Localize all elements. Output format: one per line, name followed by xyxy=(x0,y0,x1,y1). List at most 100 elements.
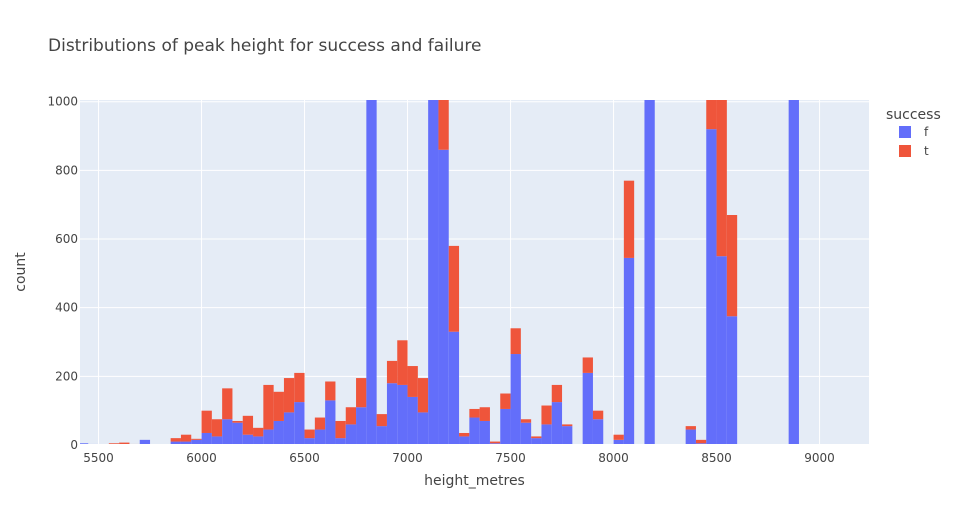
bar-t[interactable] xyxy=(510,328,521,355)
bar-f[interactable] xyxy=(397,384,408,445)
bar-f[interactable] xyxy=(314,429,326,445)
bar-t[interactable] xyxy=(706,100,717,130)
bar-t[interactable] xyxy=(253,427,264,437)
bar-t[interactable] xyxy=(325,381,336,401)
bar-t[interactable] xyxy=(695,439,707,444)
bar-f[interactable] xyxy=(335,438,346,445)
bar-t[interactable] xyxy=(283,378,295,413)
bar-t[interactable] xyxy=(211,419,223,437)
bar-t[interactable] xyxy=(726,215,738,317)
bar-t[interactable] xyxy=(314,417,326,430)
bar-t[interactable] xyxy=(531,436,542,439)
bar-f[interactable] xyxy=(613,439,624,445)
bar-f[interactable] xyxy=(191,439,202,445)
bar-t[interactable] xyxy=(623,180,635,258)
bar-f[interactable] xyxy=(562,426,573,445)
bar-f[interactable] xyxy=(726,316,738,445)
bar-t[interactable] xyxy=(520,419,532,423)
bar-f[interactable] xyxy=(520,422,532,445)
bar-f[interactable] xyxy=(551,402,563,445)
bar-t[interactable] xyxy=(582,357,593,373)
bar-t[interactable] xyxy=(222,388,233,420)
bar-f[interactable] xyxy=(356,407,367,445)
bar-t[interactable] xyxy=(201,410,212,433)
bar-f[interactable] xyxy=(469,417,480,445)
bar-f[interactable] xyxy=(180,441,192,445)
bar-t[interactable] xyxy=(170,438,181,442)
bar-f[interactable] xyxy=(201,432,212,445)
bar-f[interactable] xyxy=(459,436,470,445)
bar-f[interactable] xyxy=(222,419,233,445)
bar-f[interactable] xyxy=(592,419,604,445)
bar-t[interactable] xyxy=(448,245,460,332)
bar-t[interactable] xyxy=(232,420,243,423)
bar-t[interactable] xyxy=(119,442,130,445)
bar-t[interactable] xyxy=(108,443,120,445)
bar-t[interactable] xyxy=(263,384,274,430)
bar-t[interactable] xyxy=(345,407,357,425)
bar-f[interactable] xyxy=(706,129,717,445)
bar-t[interactable] xyxy=(459,432,470,437)
bar-f[interactable] xyxy=(273,420,284,445)
bar-t[interactable] xyxy=(191,438,202,440)
bar-f[interactable] xyxy=(242,434,254,445)
bar-f[interactable] xyxy=(438,149,449,445)
bar-f[interactable] xyxy=(211,436,223,445)
bar-f[interactable] xyxy=(304,438,315,445)
bar-t[interactable] xyxy=(438,95,449,150)
bar-t[interactable] xyxy=(397,340,408,385)
bar-t[interactable] xyxy=(304,429,315,439)
bar-f[interactable] xyxy=(500,408,511,445)
bar-f[interactable] xyxy=(407,396,418,445)
bar-t[interactable] xyxy=(356,378,367,408)
bar-t[interactable] xyxy=(417,378,429,413)
bar-t[interactable] xyxy=(716,100,727,257)
bar-t[interactable] xyxy=(180,434,192,442)
bar-f[interactable] xyxy=(232,422,243,445)
bar-f[interactable] xyxy=(716,256,727,445)
bar-f[interactable] xyxy=(531,438,542,445)
bar-f[interactable] xyxy=(263,429,274,445)
bar-t[interactable] xyxy=(613,434,624,440)
legend-item-t[interactable]: t xyxy=(899,144,929,158)
bar-t[interactable] xyxy=(294,372,305,403)
bar-f[interactable] xyxy=(417,412,429,445)
bar-f[interactable] xyxy=(510,354,521,445)
bar-f[interactable] xyxy=(366,100,377,445)
bar-t[interactable] xyxy=(407,366,418,397)
legend-item-f[interactable]: f xyxy=(899,125,929,139)
bar-t[interactable] xyxy=(242,415,254,435)
bar-f[interactable] xyxy=(325,400,336,445)
bar-f[interactable] xyxy=(283,412,295,445)
bar-f[interactable] xyxy=(253,436,264,445)
bar-f[interactable] xyxy=(386,383,398,445)
bar-t[interactable] xyxy=(479,407,490,421)
legend[interactable]: success ft xyxy=(886,107,941,158)
bar-t[interactable] xyxy=(386,360,398,384)
bar-t[interactable] xyxy=(500,393,511,409)
bar-f[interactable] xyxy=(644,100,655,445)
bar-f[interactable] xyxy=(479,420,490,445)
bar-t[interactable] xyxy=(592,410,604,420)
bar-t[interactable] xyxy=(541,405,552,425)
bar-f[interactable] xyxy=(139,439,151,445)
bar-f[interactable] xyxy=(428,100,439,445)
bar-t[interactable] xyxy=(489,441,501,444)
bar-t[interactable] xyxy=(562,424,573,427)
bar-f[interactable] xyxy=(170,441,181,445)
bar-f[interactable] xyxy=(345,424,357,445)
bar-f[interactable] xyxy=(376,426,387,445)
bar-t[interactable] xyxy=(469,408,480,418)
bar-f[interactable] xyxy=(623,257,635,445)
bar-t[interactable] xyxy=(335,420,346,439)
bar-f[interactable] xyxy=(582,372,593,445)
bar-t[interactable] xyxy=(685,426,696,430)
bar-f[interactable] xyxy=(685,429,696,445)
bar-f[interactable] xyxy=(788,100,799,445)
bar-f[interactable] xyxy=(541,424,552,445)
bar-t[interactable] xyxy=(273,391,284,421)
bar-f[interactable] xyxy=(294,402,305,445)
bar-t[interactable] xyxy=(551,384,563,403)
bar-f[interactable] xyxy=(448,331,460,445)
bar-t[interactable] xyxy=(376,414,387,427)
